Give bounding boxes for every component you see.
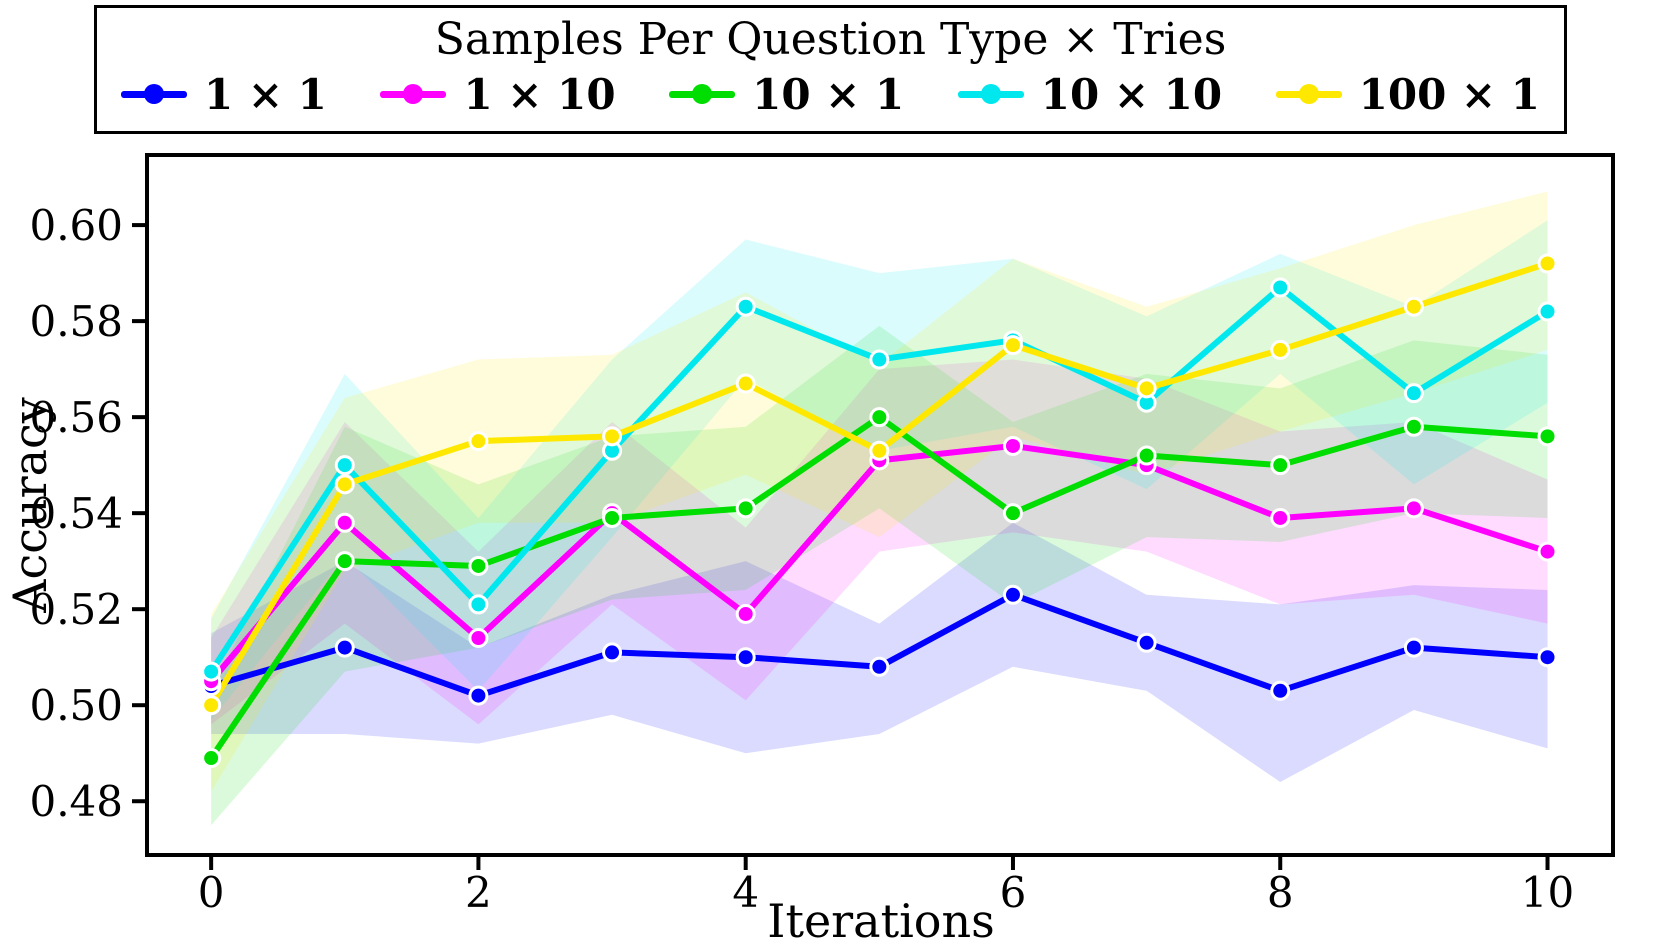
data-point-100x1 xyxy=(468,431,489,452)
y-tick-label: 0.56 xyxy=(29,393,123,442)
legend-dot-icon xyxy=(692,84,713,105)
data-point-1x1 xyxy=(1403,637,1424,658)
data-point-100x1 xyxy=(1403,296,1424,317)
y-tick-label: 0.58 xyxy=(29,297,123,346)
confidence-band-1x10 xyxy=(211,359,1548,725)
data-point-100x1 xyxy=(1002,335,1023,356)
data-point-1x1 xyxy=(735,647,756,668)
data-point-10x1 xyxy=(869,407,890,428)
data-point-10x1 xyxy=(1537,426,1558,447)
legend-title: Samples Per Question Type × Tries xyxy=(434,14,1227,65)
legend-entry-label: 100 × 1 xyxy=(1358,69,1540,119)
data-point-10x10 xyxy=(735,296,756,317)
legend-line-marker-icon xyxy=(957,84,1024,105)
data-point-1x1 xyxy=(869,656,890,677)
x-tick-label: 2 xyxy=(465,868,492,917)
legend-entry-10x1: 10 × 1 xyxy=(669,70,904,119)
y-tick-label: 0.52 xyxy=(29,585,123,634)
data-point-1x1 xyxy=(1270,680,1291,701)
legend-entry-100x1: 100 × 1 xyxy=(1275,69,1540,119)
data-point-10x1 xyxy=(334,551,355,572)
data-point-1x10 xyxy=(735,603,756,624)
confidence-band-10x1 xyxy=(211,325,1548,826)
data-point-10x10 xyxy=(334,455,355,476)
data-point-1x1 xyxy=(334,637,355,658)
legend-entries: 1 × 1 1 × 10 10 × 1 10 × 10 100 × 1 xyxy=(113,66,1548,119)
data-point-100x1 xyxy=(1136,378,1157,399)
confidence-band-1x1 xyxy=(211,522,1548,783)
y-tick-label: 0.54 xyxy=(29,489,123,538)
data-point-1x1 xyxy=(1136,632,1157,653)
legend-dot-icon xyxy=(403,84,424,105)
data-point-10x1 xyxy=(602,507,623,528)
plot-border xyxy=(145,153,1615,857)
data-point-10x10 xyxy=(201,661,222,682)
data-point-1x10 xyxy=(1270,507,1291,528)
legend-dot-icon xyxy=(144,84,164,105)
data-point-10x10 xyxy=(1403,383,1424,404)
legend-line-marker-icon xyxy=(669,84,736,105)
data-point-100x1 xyxy=(735,373,756,394)
x-tick-label: 8 xyxy=(1267,868,1294,917)
data-point-1x10 xyxy=(1403,498,1424,519)
data-point-100x1 xyxy=(334,474,355,495)
x-tick-label: 4 xyxy=(732,868,759,917)
data-point-10x1 xyxy=(1270,455,1291,476)
data-point-1x1 xyxy=(468,685,489,706)
y-axis-label: Accuracy xyxy=(3,397,57,613)
data-point-10x1 xyxy=(1002,503,1023,524)
y-tick-label: 0.50 xyxy=(29,681,123,730)
legend-entry-10x10: 10 × 10 xyxy=(957,69,1223,119)
legend-line-marker-icon xyxy=(121,84,187,105)
legend-dot-icon xyxy=(980,84,1001,105)
data-point-10x1 xyxy=(735,498,756,519)
legend-entry-label: 1 × 10 xyxy=(463,69,616,119)
data-point-10x10 xyxy=(1537,301,1558,322)
legend-dot-icon xyxy=(1298,84,1319,105)
legend-entry-1x1: 1 × 1 xyxy=(121,70,327,119)
data-point-1x10 xyxy=(334,512,355,533)
data-point-1x10 xyxy=(468,627,489,648)
data-point-10x10 xyxy=(869,349,890,370)
x-tick-label: 6 xyxy=(1000,868,1027,917)
data-point-100x1 xyxy=(201,695,222,716)
x-axis-label: Iterations xyxy=(767,894,995,948)
legend-entry-label: 10 × 1 xyxy=(752,69,905,119)
legend-line-marker-icon xyxy=(380,84,447,105)
x-tick-label: 10 xyxy=(1521,868,1574,917)
legend-entry-1x10: 1 × 10 xyxy=(380,69,616,119)
data-point-1x1 xyxy=(1002,584,1023,605)
legend-entry-label: 10 × 10 xyxy=(1040,69,1223,119)
legend-entry-label: 1 × 1 xyxy=(204,69,327,119)
data-point-100x1 xyxy=(602,426,623,447)
data-point-1x10 xyxy=(1537,541,1558,562)
data-point-10x10 xyxy=(1270,277,1291,298)
y-tick-label: 0.60 xyxy=(29,201,123,250)
data-point-1x10 xyxy=(1002,435,1023,456)
data-point-10x1 xyxy=(468,555,489,576)
data-point-1x1 xyxy=(602,642,623,663)
data-point-10x10 xyxy=(468,594,489,615)
legend-line-marker-icon xyxy=(1275,84,1342,105)
data-point-10x1 xyxy=(1403,416,1424,437)
data-point-10x1 xyxy=(201,748,222,769)
y-tick-label: 0.48 xyxy=(29,777,123,826)
data-point-10x1 xyxy=(1136,445,1157,466)
data-point-100x1 xyxy=(869,440,890,461)
data-point-100x1 xyxy=(1270,339,1291,360)
x-tick-label: 0 xyxy=(198,868,225,917)
data-point-100x1 xyxy=(1537,253,1558,274)
data-point-1x1 xyxy=(1537,647,1558,668)
